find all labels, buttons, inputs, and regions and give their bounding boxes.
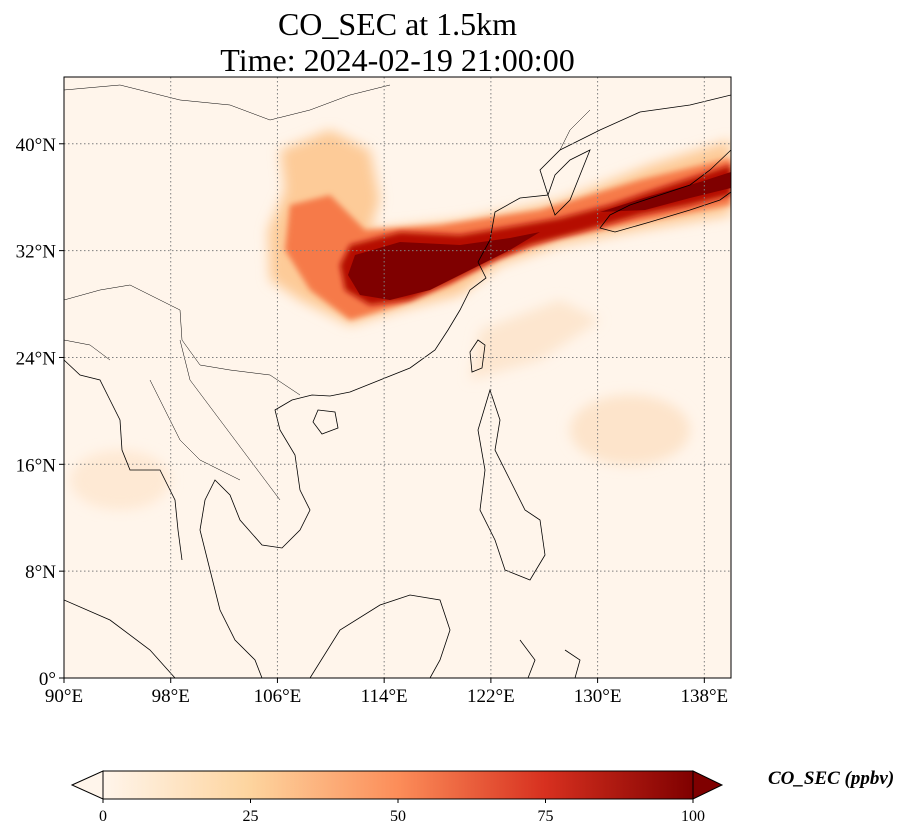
lat-tick-label-0: 0° [39,669,56,690]
map-title: CO_SEC at 1.5km [277,6,518,42]
plume-max [348,232,540,300]
coastline-mainland [199,94,731,678]
latitude-axis: 0° 8°N 16°N 24°N 32°N 40°N [16,135,64,690]
coastline-hainan [312,409,339,435]
country-borders [64,84,591,501]
colorbar-tick-label-0: 0 [99,808,107,825]
map-time-subtitle: Time: 2024-02-19 21:00:00 [220,42,575,78]
border-laos-vietnam [179,339,281,501]
colorbar-extend-max [692,770,724,800]
coastline-taiwan [469,339,486,373]
co-concentration-field [70,130,731,510]
lon-tick-label-1: 98°E [152,686,190,707]
border-thailand [149,379,241,481]
coastlines [64,94,731,678]
colorbar-tick-label-2: 50 [390,808,406,825]
plume-faint-west [70,450,170,510]
lon-tick-label-0: 90°E [45,686,83,707]
map-background [64,77,731,678]
coastline-myanmar [64,359,183,561]
colorbar-ticks: 0 25 50 75 100 [99,799,705,825]
coastline-philippines [477,388,546,581]
lat-tick-label-1: 8°N [25,562,56,583]
lon-tick-label-4: 122°E [467,686,515,707]
colorbar-tick-label-3: 75 [538,808,554,825]
map-frame [63,76,732,679]
coastline-borneo [309,594,451,678]
lat-tick-label-4: 32°N [16,242,57,263]
coastline-japan [599,149,731,233]
lat-tick-label-2: 16°N [16,455,57,476]
colorbar-tick-label-4: 100 [681,808,705,825]
coastline-sumatra [64,599,176,678]
lon-tick-label-5: 130°E [574,686,622,707]
colorbar-label: CO_SEC (ppbv) [768,768,895,789]
plume-faint-pacific [570,395,690,465]
coastline-sulawesi [519,639,536,678]
gridlines [64,77,731,678]
lat-tick-label-5: 40°N [16,135,57,156]
colorbar: 0 25 50 75 100 [70,770,724,825]
border-bangladesh [64,339,111,361]
lat-tick-label-3: 24°N [16,348,57,369]
plume-faint-east [470,300,600,380]
coastline-korea [547,149,591,216]
lon-tick-label-6: 138°E [680,686,728,707]
colorbar-extend-min [70,770,104,800]
border-china-south [64,284,301,396]
plume-max-japan [600,172,731,212]
colorbar-tick-label-1: 25 [243,808,259,825]
lon-tick-label-3: 114°E [361,686,408,707]
coastline-east-islands [564,649,581,678]
longitude-axis: 90°E 98°E 106°E 114°E 122°E 130°E 138°E [45,678,728,707]
colorbar-gradient [102,770,694,800]
border-mongolia [64,84,391,121]
border-north-korea [559,109,591,151]
lon-tick-label-2: 106°E [254,686,302,707]
